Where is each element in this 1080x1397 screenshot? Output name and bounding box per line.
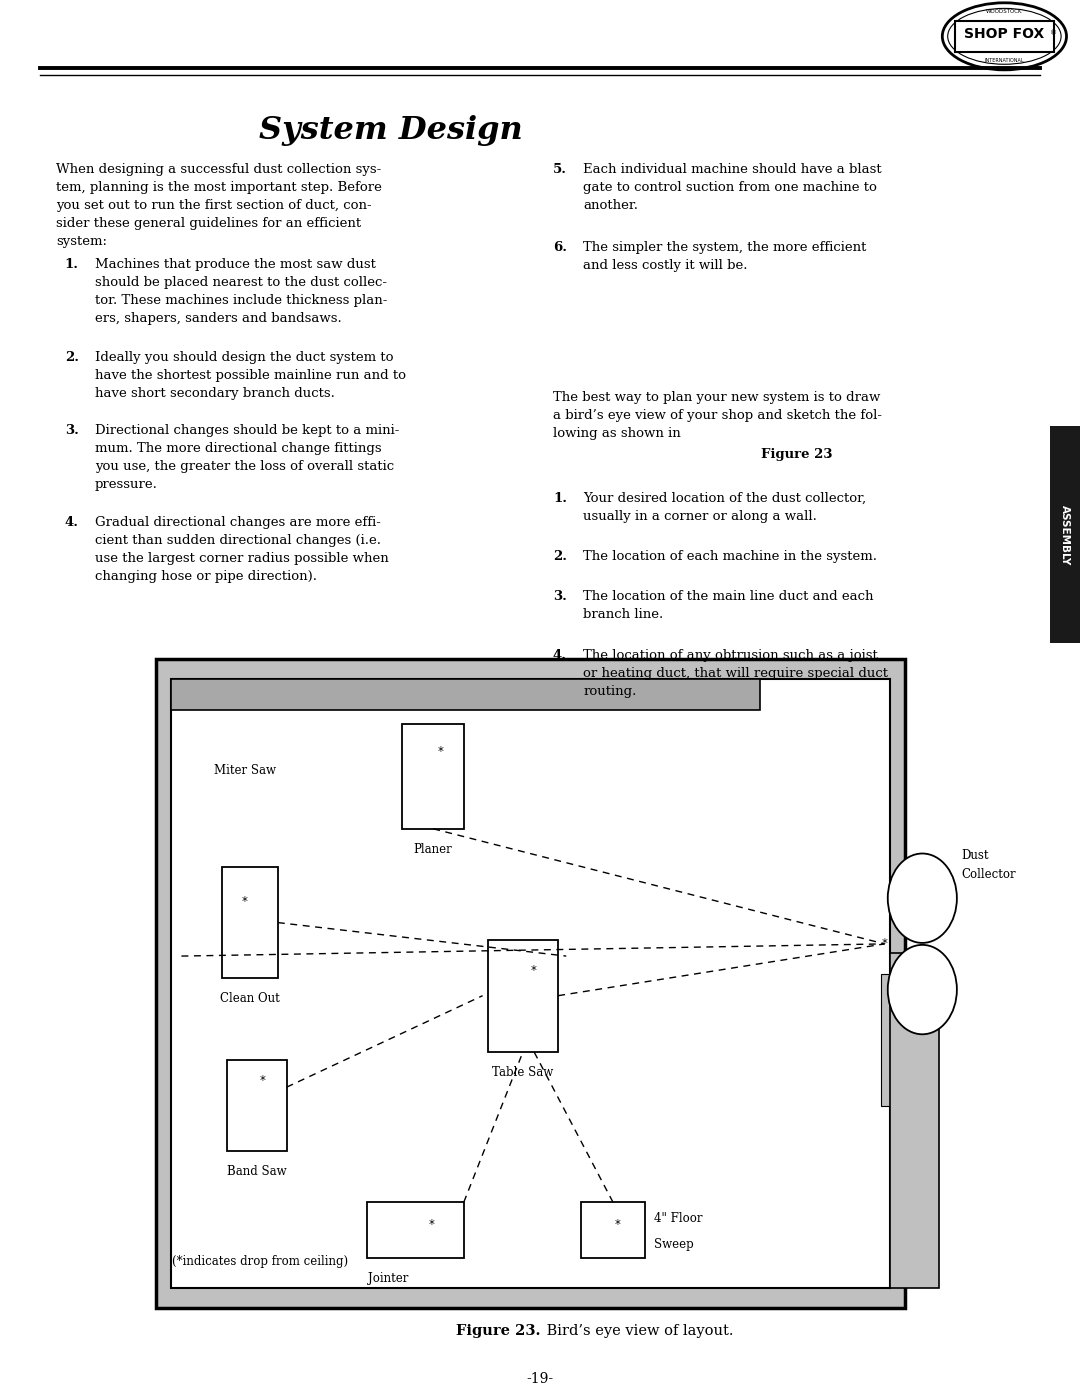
Text: .: .	[826, 447, 831, 461]
Text: Directional changes should be kept to a mini-
mum. The more directional change f: Directional changes should be kept to a …	[95, 425, 400, 490]
Text: 2.: 2.	[65, 351, 79, 363]
Bar	[890, 953, 939, 1288]
Text: INTERNATIONAL: INTERNATIONAL	[985, 57, 1024, 63]
Circle shape	[888, 854, 957, 943]
Text: 4.: 4.	[553, 648, 567, 662]
Text: Collector: Collector	[961, 868, 1016, 880]
Text: Gradual directional changes are more effi-
cient than sudden directional changes: Gradual directional changes are more eff…	[95, 517, 389, 583]
Text: Band Saw: Band Saw	[227, 1165, 287, 1178]
Text: Table Saw: Table Saw	[492, 1066, 554, 1078]
Text: 2.: 2.	[553, 550, 567, 563]
Text: Figure 23.: Figure 23.	[456, 1324, 540, 1338]
Circle shape	[888, 944, 957, 1034]
Text: The location of any obtrusion such as a joist
or heating duct, that will require: The location of any obtrusion such as a …	[583, 648, 888, 698]
Text: Figure 23: Figure 23	[761, 447, 833, 461]
Text: 4" Floor: 4" Floor	[654, 1213, 702, 1225]
Text: Ideally you should design the duct system to
have the shortest possible mainline: Ideally you should design the duct syste…	[95, 351, 406, 400]
Bar	[227, 1060, 286, 1151]
Text: 4.: 4.	[65, 517, 79, 529]
Text: Your desired location of the dust collector,
usually in a corner or along a wall: Your desired location of the dust collec…	[583, 492, 866, 522]
Text: Clean Out: Clean Out	[220, 992, 280, 1006]
Text: Miter Saw: Miter Saw	[214, 764, 275, 777]
Text: WOODSTOCK: WOODSTOCK	[986, 8, 1023, 14]
Text: The location of the main line duct and each
branch line.: The location of the main line duct and e…	[583, 590, 874, 622]
Bar	[581, 1203, 646, 1259]
Text: The simpler the system, the more efficient
and less costly it will be.: The simpler the system, the more efficie…	[583, 242, 866, 272]
Text: SHOP FOX: SHOP FOX	[964, 27, 1044, 41]
Bar	[156, 659, 905, 1308]
Text: 3.: 3.	[553, 590, 567, 604]
Text: Each individual machine should have a blast
gate to control suction from one mac: Each individual machine should have a bl…	[583, 163, 882, 212]
Text: *: *	[429, 1218, 434, 1231]
Text: The best way to plan your new system is to draw
a bird’s eye view of your shop a: The best way to plan your new system is …	[553, 391, 882, 440]
Text: Sweep: Sweep	[654, 1238, 693, 1250]
Text: Machines that produce the most saw dust
should be placed nearest to the dust col: Machines that produce the most saw dust …	[95, 258, 388, 326]
Text: *: *	[615, 1218, 620, 1231]
Text: *: *	[437, 745, 444, 757]
Text: System Design: System Design	[259, 115, 523, 145]
Bar	[881, 974, 890, 1106]
Text: *: *	[259, 1074, 266, 1087]
Text: (*indicates drop from ceiling): (*indicates drop from ceiling)	[172, 1255, 348, 1267]
Text: 5.: 5.	[553, 163, 567, 176]
Text: 6.: 6.	[553, 242, 567, 254]
Text: Jointer: Jointer	[368, 1273, 408, 1285]
Bar	[1050, 426, 1080, 643]
Text: *: *	[242, 895, 247, 908]
Bar	[171, 679, 890, 1288]
Text: Bird’s eye view of layout.: Bird’s eye view of layout.	[542, 1324, 733, 1338]
Bar	[955, 21, 1054, 52]
Text: -19-: -19-	[526, 1372, 554, 1386]
Bar	[488, 940, 558, 1052]
Text: The location of each machine in the system.: The location of each machine in the syst…	[583, 550, 877, 563]
Text: *: *	[881, 937, 888, 950]
Text: 3.: 3.	[65, 425, 79, 437]
Bar	[171, 679, 760, 710]
Bar	[221, 866, 278, 978]
Bar	[366, 1203, 463, 1259]
Text: When designing a successful dust collection sys-
tem, planning is the most impor: When designing a successful dust collect…	[56, 163, 382, 249]
Text: 1.: 1.	[553, 492, 567, 504]
Text: Dust: Dust	[961, 849, 988, 862]
Text: ®: ®	[1050, 31, 1057, 36]
Text: ASSEMBLY: ASSEMBLY	[1059, 504, 1070, 566]
Text: 1.: 1.	[65, 258, 79, 271]
Text: Planer: Planer	[414, 842, 453, 856]
Bar	[402, 724, 464, 828]
Text: *: *	[531, 964, 537, 977]
